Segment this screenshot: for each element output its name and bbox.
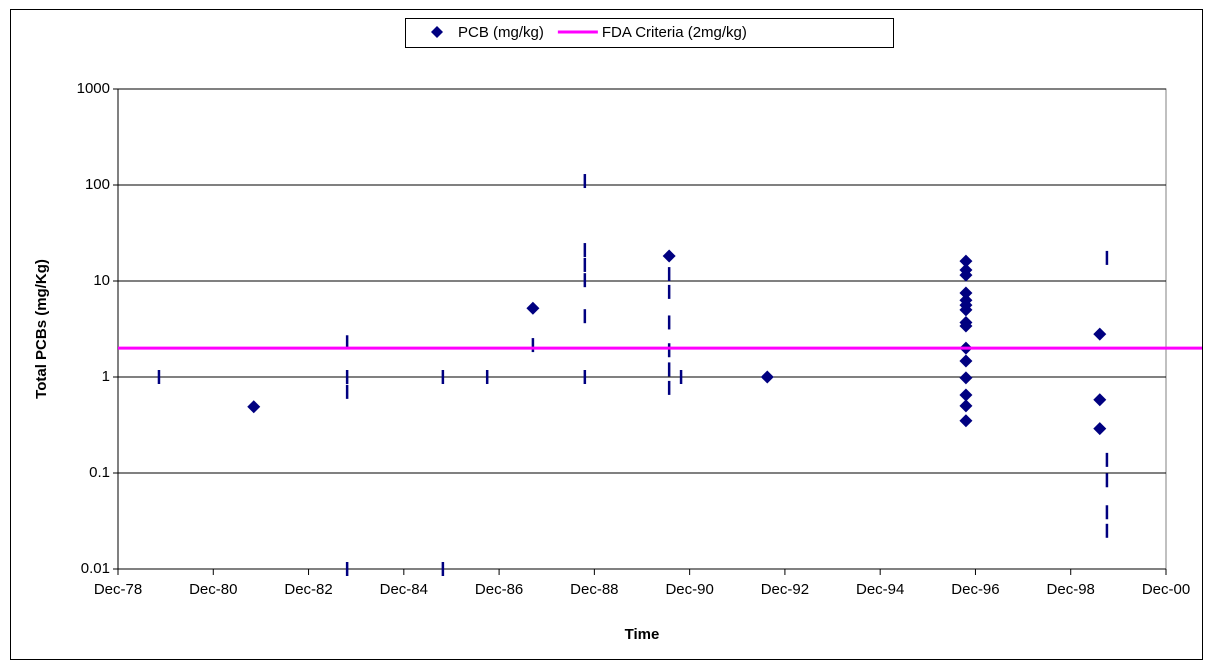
point <box>526 301 540 315</box>
y-tick-label: 1 <box>102 368 110 385</box>
plot-area: 0.01 0.1 1 10 100 1000 Dec-78 Dec-80 Dec-82 Dec-8… <box>77 80 1202 598</box>
point <box>959 414 973 428</box>
x-tick-label: Dec-94 <box>856 581 904 598</box>
plot-border <box>117 88 1167 570</box>
point <box>959 354 973 368</box>
y-tick-label: 1000 <box>77 80 110 97</box>
y-tick-label: 0.01 <box>81 560 110 577</box>
legend: PCB (mg/kg) FDA Criteria (2mg/kg) <box>405 18 894 48</box>
point <box>959 286 973 300</box>
point <box>247 400 261 414</box>
point <box>959 254 973 268</box>
x-tick-label: Dec-78 <box>94 581 142 598</box>
y-tick-label: 100 <box>85 176 110 193</box>
y-tick-label: 0.1 <box>89 464 110 481</box>
point <box>959 388 973 402</box>
x-tick-label: Dec-92 <box>761 581 809 598</box>
point <box>1093 393 1107 407</box>
x-tick-label: Dec-82 <box>284 581 332 598</box>
legend-swatch <box>431 26 443 38</box>
y-tick-label: 10 <box>93 272 110 289</box>
x-tick-label: Dec-88 <box>570 581 618 598</box>
y-axis-title: Total PCBs (mg/Kg) <box>33 259 50 399</box>
point <box>760 370 774 384</box>
x-tick-label: Dec-84 <box>380 581 428 598</box>
point <box>959 371 973 385</box>
x-tick-label: Dec-96 <box>951 581 999 598</box>
point <box>959 268 973 282</box>
x-tick-label: Dec-90 <box>665 581 713 598</box>
x-tick-label: Dec-98 <box>1047 581 1095 598</box>
point <box>959 399 973 413</box>
point <box>1093 327 1107 341</box>
x-tick-label: Dec-80 <box>189 581 237 598</box>
point <box>662 249 676 263</box>
x-tick-label: Dec-00 <box>1142 581 1190 598</box>
legend-label: PCB (mg/kg) <box>458 24 544 41</box>
legend-box <box>405 18 894 48</box>
point <box>1093 422 1107 436</box>
point <box>959 303 973 317</box>
legend-label: FDA Criteria (2mg/kg) <box>602 24 747 41</box>
x-tick-label: Dec-86 <box>475 581 523 598</box>
x-axis-title: Time <box>625 626 660 643</box>
point <box>959 319 973 333</box>
